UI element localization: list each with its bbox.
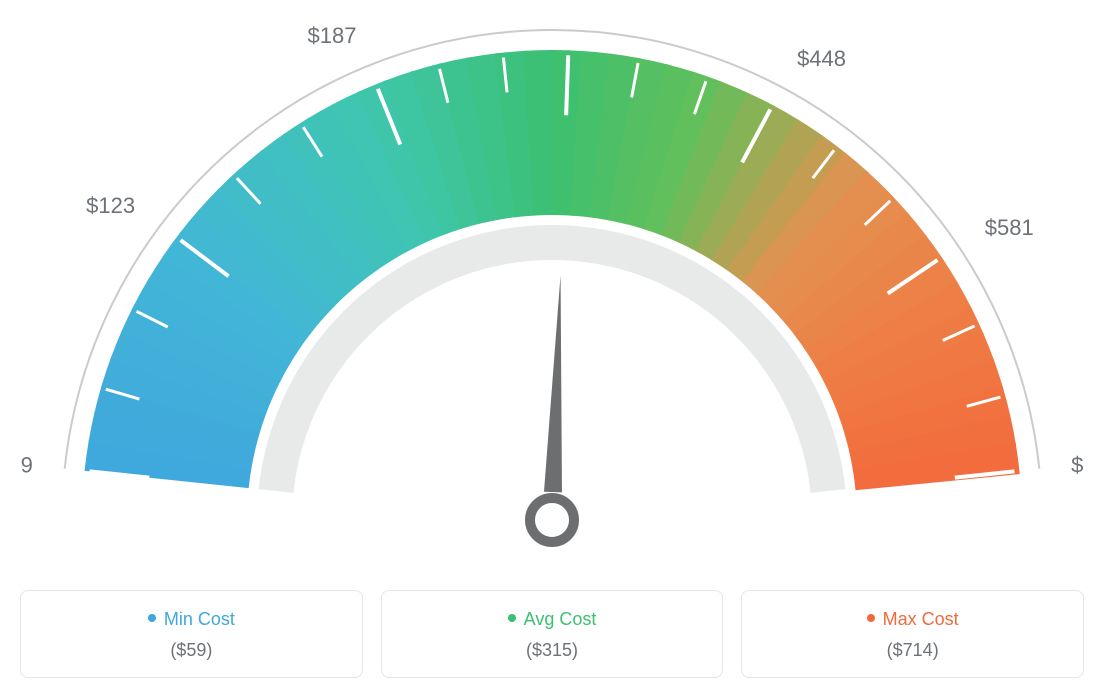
legend-title: Min Cost	[31, 609, 352, 630]
gauge-needle-hub	[530, 498, 574, 542]
legend-title: Avg Cost	[392, 609, 713, 630]
gauge-tick-label: $59	[20, 452, 33, 477]
legend-dot-icon	[148, 614, 156, 622]
legend-title-text: Min Cost	[164, 609, 235, 629]
legend-value: ($714)	[752, 640, 1073, 661]
legend-value: ($315)	[392, 640, 713, 661]
legend-card-avg: Avg Cost ($315)	[381, 590, 724, 678]
gauge-tick-label: $187	[308, 23, 357, 48]
gauge-tick-label: $123	[86, 193, 135, 218]
gauge-tick-label: $581	[985, 215, 1034, 240]
gauge-tick-major	[566, 55, 568, 115]
gauge-tick-label: $448	[797, 46, 846, 71]
legend-title-text: Max Cost	[883, 609, 959, 629]
cost-gauge-container: $59$123$187$315$448$581$714 Min Cost($59…	[20, 20, 1084, 678]
gauge-tick-label: $714	[1071, 452, 1084, 477]
legend-value: ($59)	[31, 640, 352, 661]
legend-card-min: Min Cost ($59)	[20, 590, 363, 678]
legend-row: Min Cost ($59) Avg Cost ($315) Max Cost ($714…	[20, 590, 1084, 678]
legend-dot-icon	[508, 614, 516, 622]
legend-title-text: Avg Cost	[524, 609, 597, 629]
legend-dot-icon	[867, 614, 875, 622]
gauge-chart: $59$123$187$315$448$581$714	[20, 20, 1084, 580]
gauge-svg: $59$123$187$315$448$581$714	[20, 20, 1084, 580]
legend-title: Max Cost	[752, 609, 1073, 630]
legend-card-max: Max Cost ($714)	[741, 590, 1084, 678]
gauge-needle	[544, 275, 562, 492]
